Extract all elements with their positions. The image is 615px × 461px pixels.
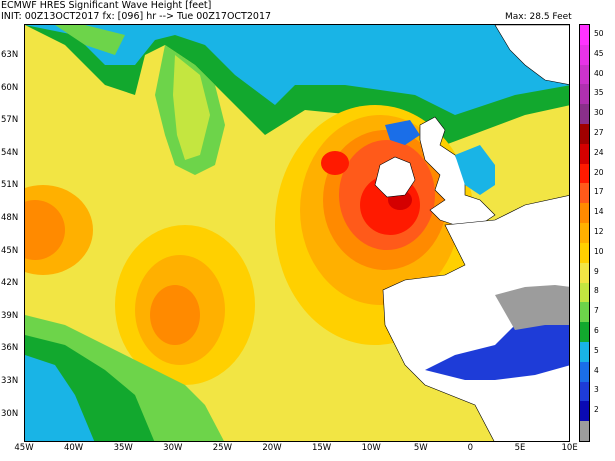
legend-label: 14: [594, 207, 604, 217]
lat-label: 33N: [1, 376, 19, 386]
legend-label: 9: [594, 266, 599, 276]
legend-swatch: [580, 84, 589, 105]
lat-label: 42N: [1, 278, 19, 289]
legend-swatch: [580, 421, 589, 442]
legend-label: 5: [594, 345, 599, 355]
swell-west-14ft: [25, 200, 65, 260]
swell-south-5ft: [25, 355, 95, 441]
legend-label: 35: [594, 88, 604, 98]
lat-label: 39N: [1, 310, 19, 321]
legend-swatch: [580, 262, 589, 283]
legend-swatch: [580, 64, 589, 85]
legend-swatch: [580, 124, 589, 145]
legend-label: 24: [594, 147, 604, 157]
legend-label: 45: [594, 48, 604, 58]
legend-label: 6: [594, 326, 599, 336]
lat-label: 36N: [1, 343, 19, 354]
lat-label: 57N: [1, 115, 19, 126]
lon-label: 10W: [361, 443, 381, 453]
legend-label: 40: [594, 68, 604, 78]
chart-title: ECMWF HRES Significant Wave Height [feet…: [1, 0, 212, 11]
legend-label: 7: [594, 306, 599, 316]
legend-label: 17: [594, 187, 604, 197]
swell-band-5ft-north: [25, 25, 569, 115]
swell-central-14ft: [150, 285, 200, 345]
legend-label: 10: [594, 246, 604, 256]
legend-swatch: [580, 341, 589, 363]
legend-label: 8: [594, 286, 599, 296]
legend-swatch: [580, 401, 589, 422]
legend-swatch: [580, 223, 589, 244]
legend-swatch: [580, 203, 589, 224]
sea-hebrides: [385, 120, 420, 145]
swell-north-20ft: [321, 151, 349, 175]
lon-label: 15W: [311, 443, 332, 453]
legend-swatch: [580, 302, 589, 323]
legend-label: 27: [594, 127, 604, 137]
wave-height-map: [24, 24, 570, 442]
legend-label: 3: [594, 385, 599, 395]
lon-label: 0: [467, 443, 474, 453]
legend-swatch: [580, 381, 589, 402]
map-svg: [25, 25, 569, 441]
lat-label: 60N: [1, 82, 19, 93]
lon-label: 35W: [113, 443, 133, 453]
land-ireland: [374, 156, 416, 198]
lat-label: 51N: [1, 180, 19, 191]
init-forecast-line: INIT: 00Z13OCT2017 fx: [096] hr --> Tue …: [1, 11, 272, 22]
land-continental-europe: [382, 195, 569, 441]
sea-north-sea: [455, 145, 495, 195]
sea-mediterranean-calm: [495, 285, 569, 330]
lon-label: 5W: [413, 443, 428, 453]
land-norway: [494, 25, 569, 85]
lon-label: 45W: [14, 443, 34, 453]
legend-label: 30: [594, 108, 604, 118]
legend-swatch: [580, 282, 589, 303]
legend-swatch: [580, 183, 589, 204]
color-legend: [579, 24, 590, 442]
legend-swatch: [580, 25, 589, 46]
legend-swatch: [580, 143, 589, 165]
swell-band-7ft-nw: [55, 25, 125, 55]
lat-label: 45N: [1, 245, 19, 256]
legend-swatch: [580, 361, 589, 383]
swell-tongue-lightgreen: [173, 55, 210, 160]
lat-label: 48N: [1, 213, 19, 223]
legend-label: 2: [594, 405, 599, 415]
sea-mediterranean: [425, 310, 569, 380]
legend-swatch: [580, 104, 589, 125]
legend-swatch: [580, 242, 589, 264]
legend-swatch: [580, 322, 589, 343]
lon-label: 30W: [163, 443, 183, 453]
legend-label: 50: [594, 28, 604, 38]
legend-swatch: [580, 163, 589, 184]
lon-label: 20W: [262, 443, 282, 453]
lon-label: 10E: [561, 443, 578, 453]
lat-label: 54N: [1, 147, 19, 158]
lon-label: 40W: [63, 443, 84, 453]
legend-swatch: [580, 44, 589, 66]
lon-label: 5E: [514, 443, 526, 453]
legend-label: 20: [594, 167, 604, 177]
legend-label: 12: [594, 227, 604, 236]
lon-label: 25W: [212, 443, 233, 453]
max-value-label: Max: 28.5 Feet: [505, 12, 572, 22]
legend-label: 4: [594, 365, 599, 375]
lat-label: 30N: [1, 408, 19, 419]
lat-label: 63N: [1, 50, 19, 60]
